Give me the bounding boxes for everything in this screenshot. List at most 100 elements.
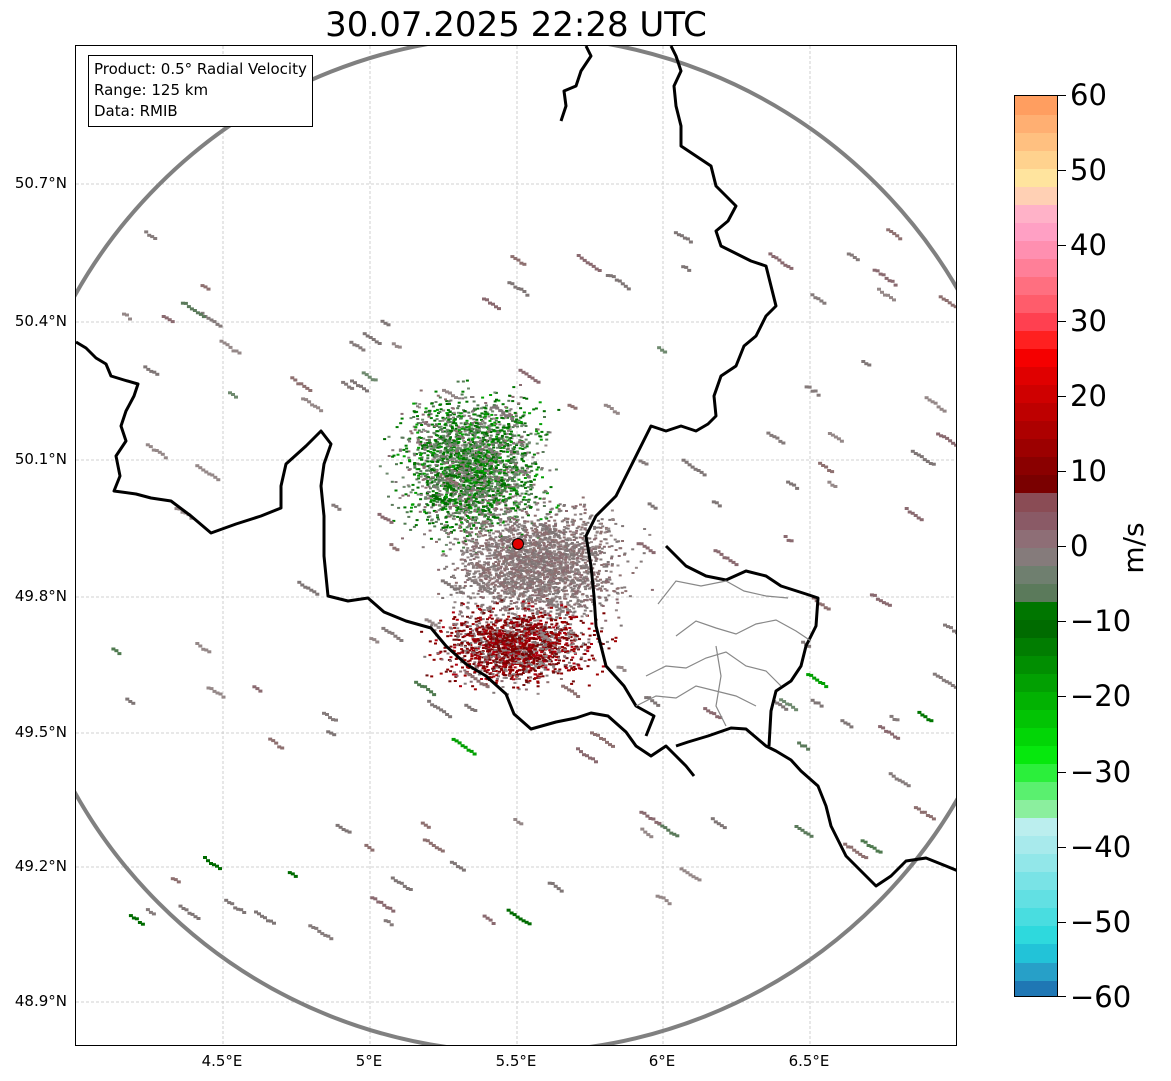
colorbar-tick-mark xyxy=(1058,996,1066,997)
colorbar-band xyxy=(1015,655,1057,674)
colorbar-band xyxy=(1015,348,1057,368)
colorbar-band xyxy=(1015,276,1057,296)
colorbar-band xyxy=(1015,294,1057,314)
colorbar-band xyxy=(1015,168,1057,187)
radar-echoes xyxy=(111,228,956,941)
longitude-label: 4.5°E xyxy=(201,1052,243,1070)
colorbar-tick-mark xyxy=(1058,546,1066,547)
colorbar-band xyxy=(1015,312,1057,332)
colorbar-band xyxy=(1015,438,1057,458)
colorbar-band xyxy=(1015,204,1057,223)
colorbar-band xyxy=(1015,979,1057,996)
longitude-label: 5°E xyxy=(355,1052,383,1070)
longitude-label: 6°E xyxy=(648,1052,676,1070)
colorbar-band xyxy=(1015,96,1057,115)
longitude-label: 6.5°E xyxy=(788,1052,830,1070)
colorbar-band xyxy=(1015,150,1057,169)
colorbar-band xyxy=(1015,132,1057,151)
colorbar-tick-label: 0 xyxy=(1070,529,1089,563)
latitude-label: 50.1°N xyxy=(14,450,67,468)
colorbar-band xyxy=(1015,853,1057,873)
colorbar-band xyxy=(1015,510,1057,530)
colorbar-band xyxy=(1015,456,1057,476)
colorbar-band xyxy=(1015,330,1057,350)
colorbar-tick-label: 10 xyxy=(1070,453,1107,488)
radar-map[interactable] xyxy=(75,45,957,1046)
velocity-colorbar xyxy=(1014,95,1058,997)
admin-borders xyxy=(635,580,812,727)
colorbar-tick-label: 20 xyxy=(1070,378,1107,413)
colorbar-tick-label: 60 xyxy=(1070,78,1107,112)
colorbar-band xyxy=(1015,619,1057,638)
latitude-label: 49.5°N xyxy=(14,723,67,741)
colorbar-tick-mark xyxy=(1058,470,1066,472)
colorbar-band xyxy=(1015,673,1057,692)
info-product: Product: 0.5° Radial Velocity xyxy=(94,60,307,78)
colorbar-tick-label: −20 xyxy=(1070,679,1132,714)
colorbar-band xyxy=(1015,186,1057,205)
longitude-label: 5.5°E xyxy=(495,1052,537,1070)
colorbar-tick-mark xyxy=(1058,170,1066,172)
colorbar-band xyxy=(1015,709,1057,728)
colorbar-band xyxy=(1015,565,1057,584)
colorbar-tick-mark xyxy=(1058,846,1066,848)
latitude-label: 50.7°N xyxy=(14,174,67,192)
colorbar-tick-label: −60 xyxy=(1070,980,1132,1014)
colorbar-band xyxy=(1015,799,1057,819)
colorbar-band xyxy=(1015,817,1057,837)
radar-map-canvas xyxy=(76,46,956,1045)
radar-site-marker xyxy=(512,538,524,550)
colorbar-band xyxy=(1015,889,1057,909)
latitude-label: 49.2°N xyxy=(14,857,67,875)
colorbar-tick-mark xyxy=(1058,320,1066,322)
colorbar-tick-label: 40 xyxy=(1070,228,1107,263)
colorbar-band xyxy=(1015,492,1057,512)
latitude-label: 50.4°N xyxy=(14,312,67,330)
colorbar-tick-label: 30 xyxy=(1070,303,1107,338)
colorbar-tick-label: −30 xyxy=(1070,754,1132,789)
colorbar-band xyxy=(1015,727,1057,747)
colorbar-unit-label: m/s xyxy=(1117,522,1150,574)
colorbar-band xyxy=(1015,871,1057,891)
colorbar-tick-label: −40 xyxy=(1070,829,1132,864)
info-range: Range: 125 km xyxy=(94,81,209,99)
colorbar-band xyxy=(1015,601,1057,620)
colorbar-band xyxy=(1015,474,1057,494)
colorbar-band xyxy=(1015,240,1057,259)
colorbar-tick-label: −50 xyxy=(1070,904,1132,939)
colorbar-tick-mark xyxy=(1058,696,1066,698)
colorbar-band xyxy=(1015,402,1057,422)
colorbar-tick-mark xyxy=(1058,771,1066,773)
colorbar-band xyxy=(1015,547,1057,566)
colorbar-band xyxy=(1015,222,1057,241)
colorbar-tick-label: 50 xyxy=(1070,153,1107,188)
latitude-label: 48.9°N xyxy=(14,992,67,1010)
colorbar-tick-mark xyxy=(1058,395,1066,397)
colorbar-tick-mark xyxy=(1058,95,1066,96)
info-source: Data: RMIB xyxy=(94,102,178,120)
colorbar-band xyxy=(1015,781,1057,801)
colorbar-band xyxy=(1015,835,1057,855)
colorbar-tick-mark xyxy=(1058,621,1066,623)
colorbar-band xyxy=(1015,366,1057,386)
country-borders xyxy=(76,46,956,888)
colorbar-band xyxy=(1015,961,1057,981)
info-box: Product: 0.5° Radial Velocity Range: 125… xyxy=(88,55,313,127)
colorbar-band xyxy=(1015,420,1057,440)
colorbar-band xyxy=(1015,637,1057,656)
colorbar-band xyxy=(1015,258,1057,277)
colorbar-band xyxy=(1015,384,1057,404)
colorbar-band xyxy=(1015,528,1057,548)
colorbar-band xyxy=(1015,745,1057,765)
latitude-label: 49.8°N xyxy=(14,587,67,605)
colorbar-tick-mark xyxy=(1058,245,1066,247)
colorbar-band xyxy=(1015,907,1057,927)
colorbar-band xyxy=(1015,583,1057,602)
colorbar-band xyxy=(1015,925,1057,945)
colorbar-band xyxy=(1015,691,1057,710)
colorbar-band xyxy=(1015,763,1057,783)
colorbar-tick-mark xyxy=(1058,921,1066,923)
colorbar-band xyxy=(1015,114,1057,133)
colorbar-band xyxy=(1015,943,1057,963)
map-title: 30.07.2025 22:28 UTC xyxy=(325,5,707,45)
